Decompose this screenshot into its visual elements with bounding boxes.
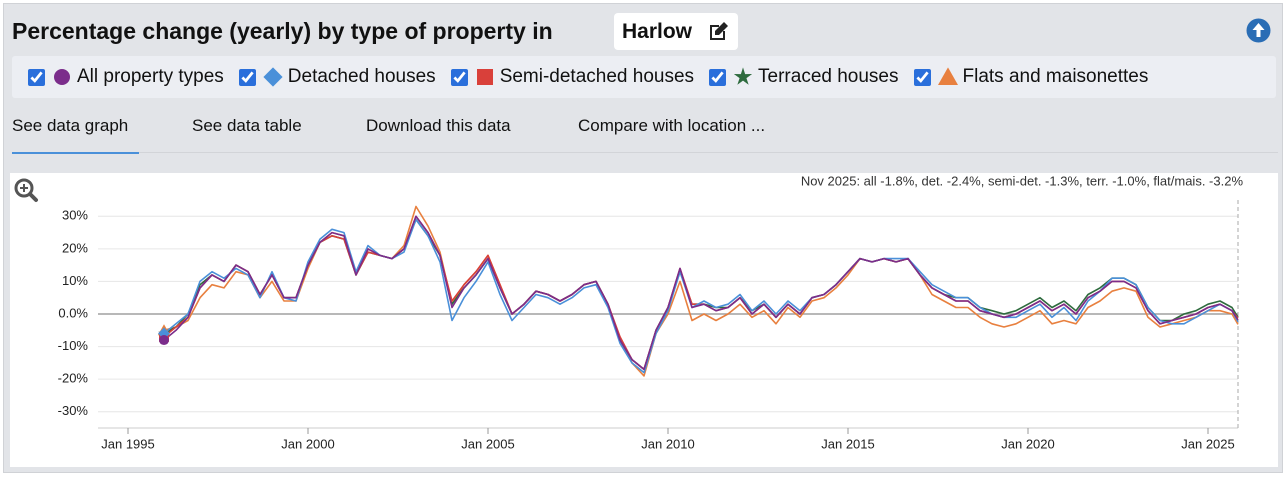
legend-label: Flats and maisonettes — [962, 66, 1149, 87]
x-tick-label: Jan 2010 — [641, 436, 695, 451]
legend-symbol — [476, 69, 493, 85]
legend-symbol — [54, 69, 70, 85]
y-tick-label: -10% — [58, 338, 89, 353]
tab[interactable]: Download this data — [366, 116, 511, 135]
y-tick-label: 30% — [62, 208, 88, 223]
tab-divider — [12, 152, 1278, 153]
legend-marker — [54, 69, 70, 85]
legend-label: Terraced houses — [758, 66, 899, 87]
location-button[interactable]: Harlow — [614, 13, 738, 50]
legend-marker — [733, 67, 753, 85]
tab-selected-indicator — [12, 152, 139, 154]
legend-symbol — [937, 67, 958, 85]
scroll-up-icon[interactable] — [1246, 18, 1271, 43]
y-tick-label: 10% — [62, 273, 88, 288]
legend-marker — [263, 67, 283, 87]
tab[interactable]: Compare with location ... — [578, 116, 766, 135]
location: Harlow — [622, 20, 693, 43]
title: Percentage change (yearly) by type of pr… — [12, 18, 553, 44]
x-tick-label: Jan 2005 — [461, 436, 515, 451]
legend-symbol — [263, 67, 283, 87]
legend-label: Detached houses — [287, 66, 436, 87]
legend-marker — [476, 69, 493, 85]
annotation: Nov 2025: all -1.8%, det. -2.4%, semi-de… — [801, 173, 1244, 188]
legend-checkbox[interactable] — [238, 68, 256, 86]
legend-symbol — [733, 67, 753, 85]
legend-checkbox[interactable] — [28, 68, 45, 86]
x-tick-label: Jan 2025 — [1181, 436, 1235, 451]
x-tick-label: Jan 2020 — [1001, 436, 1055, 451]
legend-checkbox[interactable] — [913, 68, 931, 86]
legend-checkbox[interactable] — [450, 68, 468, 86]
tab[interactable]: See data table — [192, 116, 302, 135]
legend-item[interactable]: Semi-detached houses — [450, 66, 695, 88]
legend-item[interactable]: Detached houses — [238, 66, 436, 88]
legend-item[interactable]: Terraced houses — [709, 66, 899, 88]
edit-icon — [710, 22, 728, 40]
legend-item[interactable]: Flats and maisonettes — [913, 66, 1149, 88]
x-tick-label: Jan 2015 — [821, 436, 875, 451]
legend: All property types Detached houses Semi-de… — [12, 56, 1276, 98]
start-marker — [159, 335, 169, 346]
x-tick-label: Jan 1995 — [101, 436, 155, 451]
legend-marker — [937, 67, 958, 85]
legend-label: All property types — [77, 66, 224, 87]
chart-area — [10, 173, 1278, 467]
legend-checkbox[interactable] — [709, 68, 727, 86]
y-tick-label: -20% — [58, 371, 89, 386]
series-line — [163, 215, 1239, 371]
legend-label: Semi-detached houses — [499, 66, 695, 87]
zoom-icon[interactable] — [14, 178, 38, 202]
y-tick-label: 0.0% — [58, 305, 88, 320]
series-line — [163, 218, 1239, 374]
tab[interactable]: See data graph — [12, 116, 129, 135]
legend-item[interactable]: All property types — [28, 66, 224, 88]
x-tick-label: Jan 2000 — [281, 436, 335, 451]
y-tick-label: 20% — [62, 240, 88, 255]
y-tick-label: -30% — [58, 403, 89, 418]
